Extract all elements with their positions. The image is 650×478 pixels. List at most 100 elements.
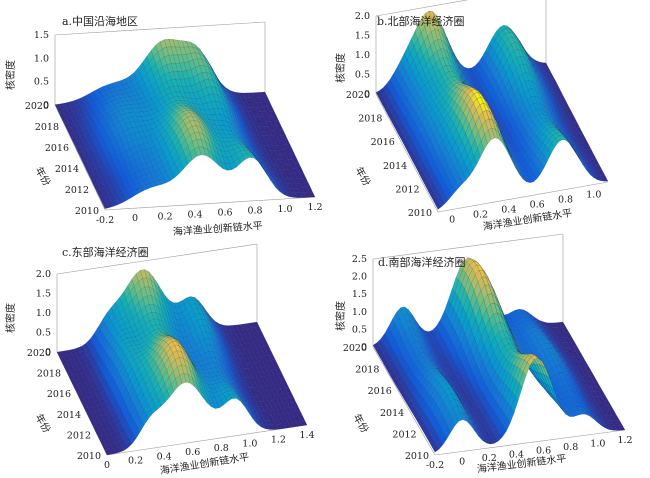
y-tick-label: 2016 [45,143,69,154]
y-axis-label: 年份 [350,411,371,435]
x-tick-label: 0.8 [214,443,229,454]
density-surface [372,257,626,453]
y-tick-label: 2010 [405,451,429,462]
x-tick-label: 0.2 [128,456,143,467]
z-tick-label: 0.5 [36,328,51,339]
z-tick-label: 0.5 [352,324,367,335]
x-tick-label: 1.0 [590,439,605,450]
surface-patch [264,101,273,107]
surface-patch [308,192,316,198]
y-axis-label: 年份 [352,164,373,188]
y-tick-label: 2014 [380,408,404,419]
z-tick-label: 0 [43,100,49,111]
z-tick-label: 0 [364,89,370,100]
panel-title: a.中国沿海地区 [62,14,138,28]
panel-a-coastal-china: -0.2 0 0.2 0.4 0.6 0.8 1.0 1.2 2010 2012 2014 2016 2… [4,14,323,238]
x-tick-label: -0.2 [96,215,114,226]
z-axis-label: 核密度 [4,60,17,90]
y-tick-label: 2016 [371,137,395,148]
x-tick-label: 0.6 [217,208,232,219]
z-tick-label: 0 [361,342,367,353]
z-axis-label: 核密度 [334,301,347,331]
surface-patch [262,96,270,102]
panel-b-northern-ring: 0 0.2 0.4 0.6 0.8 1.0201020122014201620182020… [334,0,609,233]
x-tick-label: 0.6 [530,200,545,211]
x-axis-label: 海洋渔业创新链水平 [172,219,263,238]
y-tick-label: 2014 [383,161,407,172]
z-axis-label: 核密度 [334,53,347,83]
x-tick-label: 0 [459,456,465,467]
surface-patch [292,158,300,165]
z-axis-label: 核密度 [4,303,17,333]
panel-title: b.北部海洋经济圈 [377,14,465,28]
axis-edge [437,181,609,213]
x-tick-label: 0.6 [185,447,200,458]
y-tick-label: 2020 [25,101,49,112]
x-tick-label: 0.4 [501,205,516,216]
y-tick-label: 2012 [395,184,419,195]
y-axis-label: 年份 [32,164,53,188]
z-tick-label: 0.5 [34,77,49,88]
panel-title: c.东部海洋经济圈 [62,245,149,259]
y-tick-label: 2014 [57,410,81,421]
surface-patch [296,168,304,174]
x-tick-label: 1.4 [299,430,314,441]
x-tick-label: 0.2 [157,211,172,222]
x-axis-label: 海洋渔业创新链水平 [482,206,573,233]
y-tick-label: 2012 [67,430,91,441]
panel-title: d.南部海洋经济圈 [378,255,466,269]
z-tick-label: 2.0 [355,11,370,22]
surface-patch [260,91,268,98]
y-tick-label: 2012 [392,429,416,440]
density-surface [54,38,316,209]
x-tick-label: 0.8 [247,206,262,217]
z-tick-label: 1.0 [34,53,49,64]
z-tick-label: 2.0 [36,269,51,280]
y-tick-label: 2018 [358,114,382,125]
y-tick-label: 2016 [47,389,71,400]
y-axis-label: 年份 [32,411,53,435]
z-tick-label: 2.0 [352,272,367,283]
z-tick-label: 1.5 [352,289,367,300]
x-tick-label: 1.2 [617,435,632,446]
z-tick-label: 1.5 [36,289,51,300]
z-tick-label: 1.0 [355,50,370,61]
density-surface [375,10,609,210]
z-tick-label: 1.5 [355,31,370,42]
x-tick-label: 0 [449,215,455,226]
x-tick-label: 1.2 [271,434,286,445]
x-tick-label: 1.0 [277,204,292,215]
y-tick-label: 2014 [55,164,79,175]
x-tick-label: 0.4 [187,209,202,220]
y-tick-label: 2012 [65,185,89,196]
z-tick-label: 1.0 [352,307,367,318]
z-tick-label: 0 [45,347,51,358]
z-tick-label: 0.5 [355,70,370,81]
surface-patch [294,163,302,169]
x-tick-label: 0.8 [558,195,573,206]
panel-d-southern-ring: -0.2 0 0.2 0.4 0.6 0.8 1.0 1.220102012201420162… [334,233,633,475]
y-tick-label: 2018 [35,122,59,133]
tick-labels: -0.2 0 0.2 0.4 0.6 0.8 1.0 1.2 2010 2012 2014 2016 2… [25,30,323,226]
y-tick-label: 2016 [368,386,392,397]
x-tick-label: 0 [132,213,138,224]
axis-edge [54,104,106,211]
x-axis-label: 海洋渔业创新链水平 [159,450,250,477]
surface-patch [278,130,286,136]
y-tick-label: 2010 [77,451,101,462]
z-tick-label: 2.5 [352,254,367,265]
surface-patch [274,120,282,126]
x-tick-label: 0.2 [473,210,488,221]
surface-patch [271,115,279,122]
axis-edge [375,0,469,17]
panel-c-eastern-ring: 0 0.2 0.4 0.6 0.8 1.0 1.2 1.4 2010 2012 2014 2016 20… [4,243,315,477]
y-tick-label: 2018 [37,369,61,380]
axis-edge [104,196,316,211]
axis-frame [375,0,609,213]
surface-patch [267,106,275,112]
surface-patch [269,110,277,117]
y-tick-label: 2010 [75,206,99,217]
x-tick-label: 0.4 [157,451,172,462]
x-tick-label: 1.0 [242,439,257,450]
